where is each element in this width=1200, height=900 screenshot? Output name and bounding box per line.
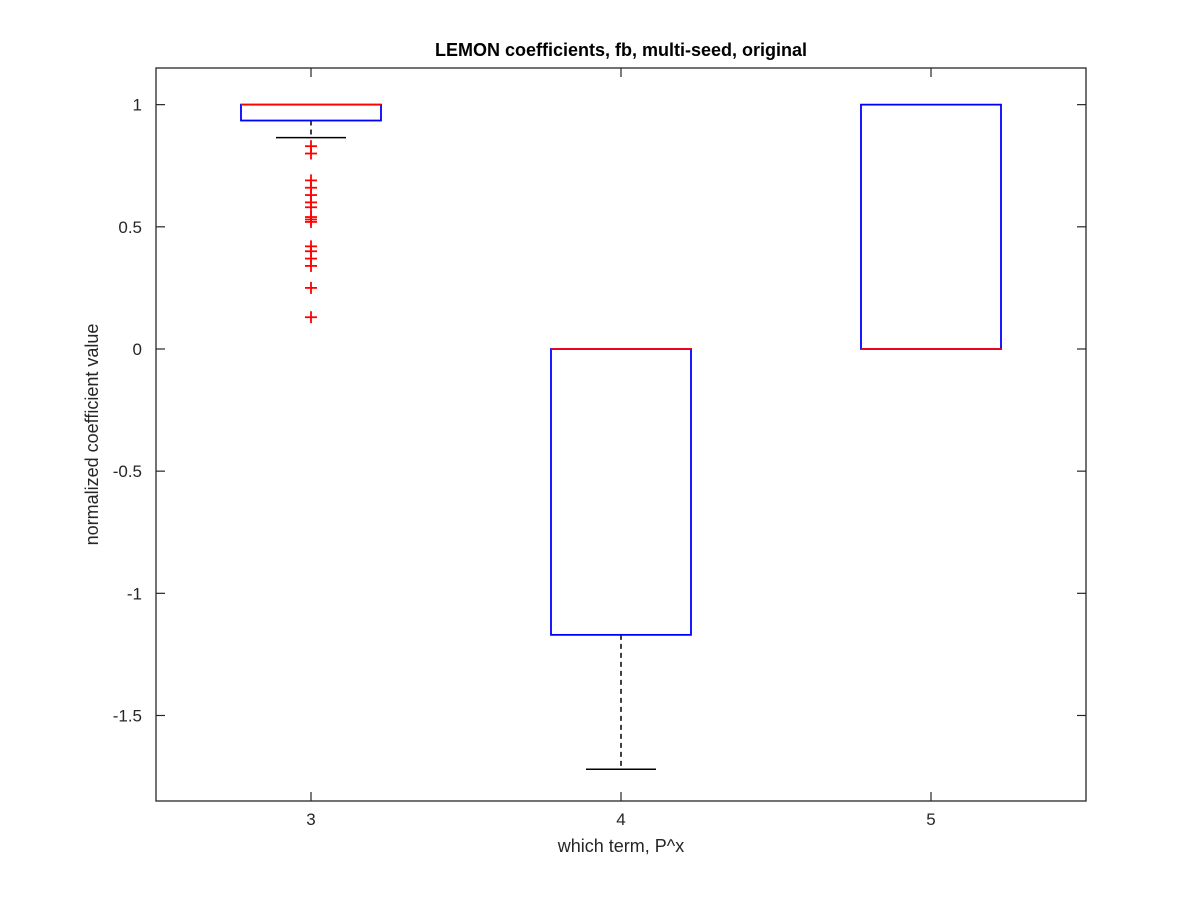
outlier-point (305, 147, 317, 160)
y-tick-label: 1 (133, 96, 142, 115)
y-tick-label: 0.5 (118, 218, 142, 237)
box-4 (550, 348, 692, 770)
box-5 (860, 103, 1002, 350)
plot-content (240, 103, 1002, 770)
box-body (860, 103, 1002, 350)
outlier-point (305, 281, 317, 294)
box-body (550, 348, 692, 636)
y-tick-label: -1 (127, 584, 142, 603)
outlier-point (305, 215, 317, 228)
box-body (240, 103, 382, 122)
x-tick-label: 5 (926, 810, 935, 829)
y-tick-label: 0 (133, 340, 142, 359)
x-tick-label: 4 (616, 810, 625, 829)
box-3 (240, 103, 382, 324)
x-axis-label: which term, P^x (557, 836, 684, 856)
outlier-point (305, 311, 317, 324)
chart-title: LEMON coefficients, fb, multi-seed, orig… (435, 40, 807, 60)
y-axis-label: normalized coefficient value (82, 324, 102, 546)
ticks: 1 0.5 0 -0.5 -1 -1.5 3 4 5 (113, 68, 1086, 829)
x-tick-label: 3 (306, 810, 315, 829)
outlier-point (305, 259, 317, 272)
y-tick-label: -0.5 (113, 462, 142, 481)
y-tick-label: -1.5 (113, 706, 142, 725)
